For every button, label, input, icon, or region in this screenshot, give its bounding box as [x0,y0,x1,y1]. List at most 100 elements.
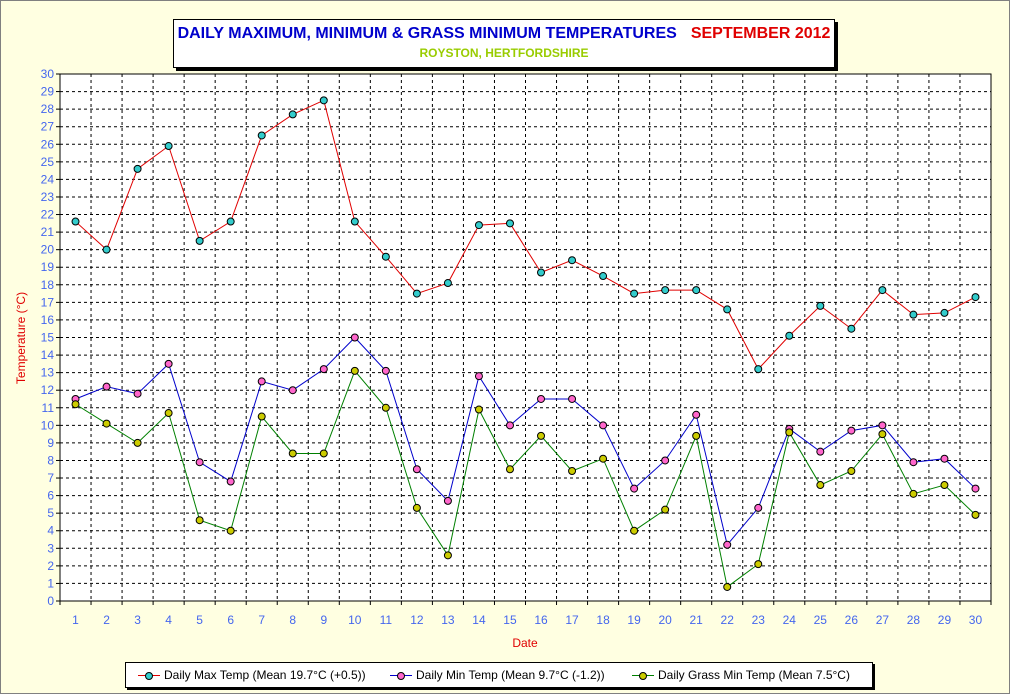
point-grass-min-temp [319,449,328,458]
point-grass-min-temp [381,403,390,412]
series-layer [71,96,980,591]
point-grass-min-temp [133,438,142,447]
x-tick-label: 13 [441,613,455,627]
y-tick-label: 15 [41,331,55,345]
point-min-temp [505,421,514,430]
x-tick-label: 17 [565,613,579,627]
x-tick-label: 6 [227,613,234,627]
x-tick-label: 18 [596,613,610,627]
x-tick-label: 21 [690,613,704,627]
point-grass-min-temp [568,467,577,476]
point-min-temp [257,377,266,386]
x-tick-label: 29 [938,613,952,627]
y-tick-label: 5 [47,506,54,520]
point-max-temp [443,279,452,288]
y-tick-label: 1 [47,576,54,590]
point-min-temp [661,456,670,465]
legend-swatch-grass-min [632,671,654,681]
point-min-temp [412,465,421,474]
x-tick-label: 3 [134,613,141,627]
point-max-temp [102,245,111,254]
point-max-temp [847,324,856,333]
point-max-temp [288,110,297,119]
point-max-temp [350,217,359,226]
x-tick-label: 8 [289,613,296,627]
point-grass-min-temp [661,505,670,514]
y-tick-label: 6 [47,489,54,503]
point-grass-min-temp [71,400,80,409]
x-tick-label: 14 [472,613,486,627]
point-max-temp [474,221,483,230]
point-grass-min-temp [412,503,421,512]
series-line-grass-min-temp [75,369,976,588]
point-min-temp [816,447,825,456]
point-min-temp [443,496,452,505]
y-tick-labels: 0123456789101112131415161718192021222324… [41,67,55,608]
y-tick-label: 8 [47,453,54,467]
y-tick-label: 13 [41,366,55,380]
legend-swatch-min [390,671,412,681]
y-tick-label: 14 [41,348,55,362]
point-grass-min-temp [537,431,546,440]
y-tick-label: 18 [41,278,55,292]
point-grass-min-temp [692,431,701,440]
point-min-temp [102,382,111,391]
point-max-temp [319,96,328,105]
point-min-temp [723,540,732,549]
x-tick-label: 16 [534,613,548,627]
x-tick-label: 22 [721,613,735,627]
point-max-temp [971,293,980,302]
point-max-temp [226,217,235,226]
point-min-temp [568,394,577,403]
point-min-temp [847,426,856,435]
legend-item-min: Daily Min Temp (Mean 9.7°C (-1.2)) [390,668,605,682]
point-min-temp [133,389,142,398]
y-tick-label: 3 [47,541,54,555]
y-tick-label: 26 [41,137,55,151]
point-grass-min-temp [940,481,949,490]
x-tick-label: 24 [783,613,797,627]
legend-item-grass-min: Daily Grass Min Temp (Mean 7.5°C) [632,668,850,682]
y-tick-label: 7 [47,471,54,485]
y-tick-label: 23 [41,190,55,204]
y-tick-label: 0 [47,594,54,608]
y-tick-label: 28 [41,102,55,116]
point-min-temp [537,394,546,403]
x-tick-label: 25 [814,613,828,627]
point-grass-min-temp [847,467,856,476]
y-tick-label: 25 [41,155,55,169]
point-grass-min-temp [164,409,173,418]
point-grass-min-temp [195,516,204,525]
chart-subtitle: ROYSTON, HERTFORDSHIRE [419,46,589,60]
point-max-temp [630,289,639,298]
y-tick-label: 4 [47,524,54,538]
chart-title-month: SEPTEMBER 2012 [690,25,831,42]
x-tick-label: 10 [348,613,362,627]
point-min-temp [195,458,204,467]
y-tick-label: 22 [41,208,55,222]
point-grass-min-temp [723,582,732,591]
y-tick-label: 16 [41,313,55,327]
point-max-temp [878,286,887,295]
x-tick-label: 26 [845,613,859,627]
y-tick-label: 24 [41,172,55,186]
point-min-temp [971,484,980,493]
x-tick-label: 30 [969,613,983,627]
y-tick-label: 30 [41,67,55,81]
point-min-temp [754,503,763,512]
y-tick-label: 17 [41,295,55,309]
point-max-temp [257,131,266,140]
point-grass-min-temp [474,405,483,414]
x-tick-label: 28 [907,613,921,627]
y-axis-label: Temperature (°C) [14,292,28,384]
series-line-max-temp [75,99,976,370]
point-min-temp [878,421,887,430]
x-tick-label: 7 [258,613,265,627]
y-tick-label: 10 [41,418,55,432]
legend-label-grass-min: Daily Grass Min Temp (Mean 7.5°C) [658,668,850,682]
point-grass-min-temp [226,526,235,535]
point-min-temp [350,333,359,342]
point-max-temp [381,252,390,261]
title-box: DAILY MAXIMUM, MINIMUM & GRASS MINIMUM T… [173,19,835,68]
point-max-temp [661,286,670,295]
